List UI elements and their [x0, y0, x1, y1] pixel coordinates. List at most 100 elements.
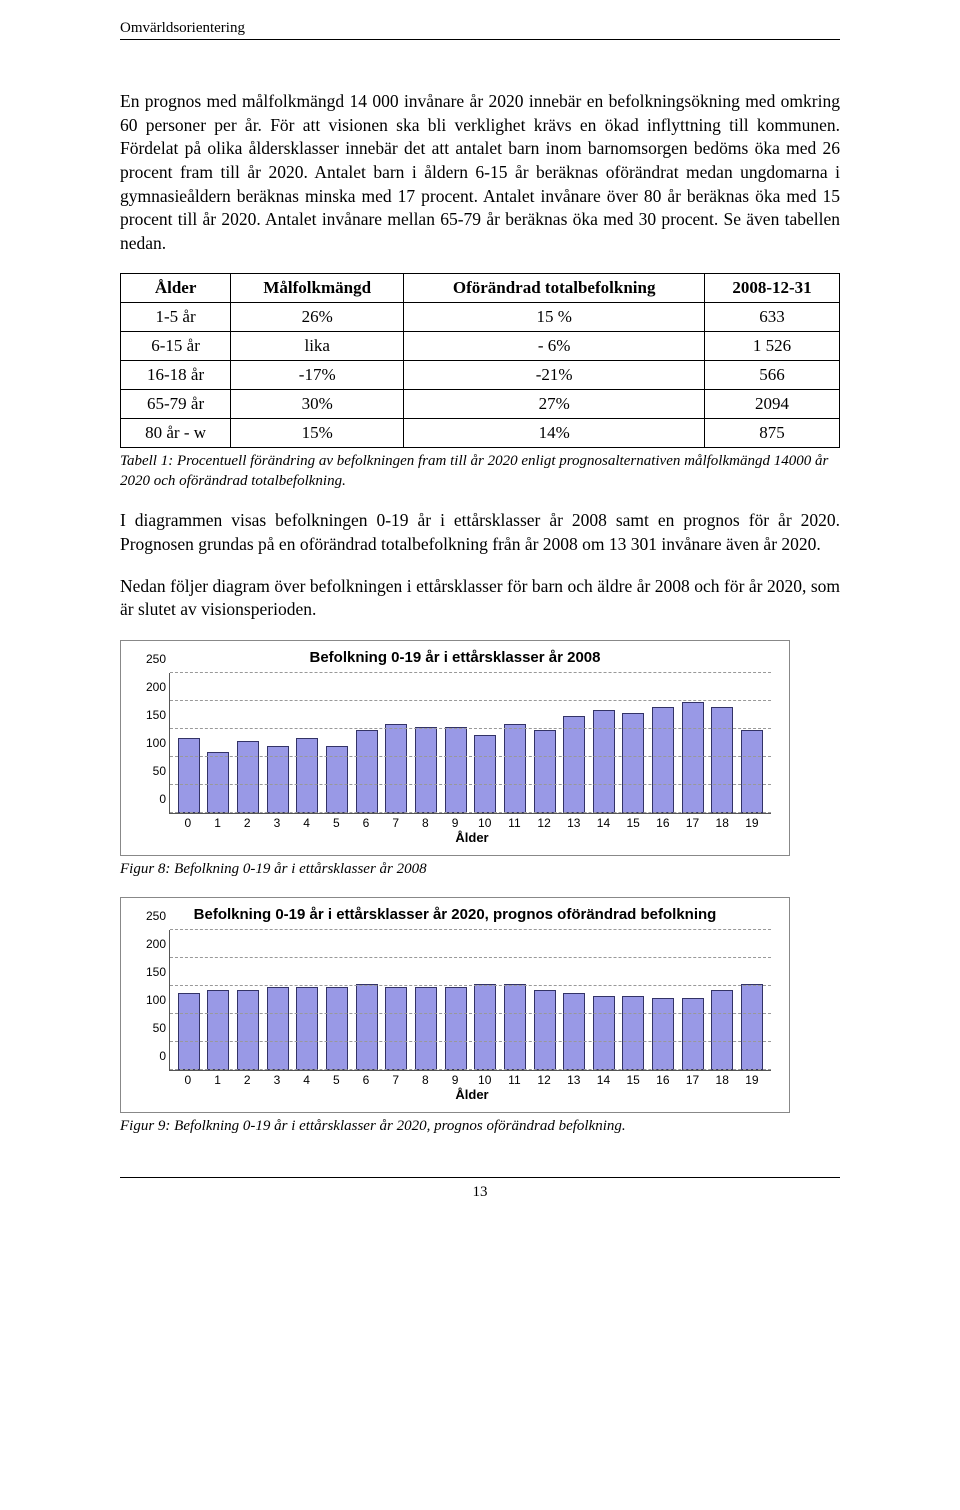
bar [385, 987, 407, 1070]
y-tick-label: 0 [136, 792, 166, 806]
y-tick-label: 200 [136, 937, 166, 951]
table-cell: 26% [231, 303, 404, 332]
bar [741, 984, 763, 1070]
table-cell: 633 [705, 303, 840, 332]
bar [267, 987, 289, 1070]
page-number: 13 [473, 1184, 488, 1200]
gridline [170, 812, 771, 813]
bar [711, 707, 733, 813]
y-tick-label: 200 [136, 680, 166, 694]
bar [711, 990, 733, 1070]
gridline [170, 672, 771, 673]
x-tick-label: 2 [237, 1073, 257, 1087]
x-tick-label: 15 [623, 1073, 643, 1087]
table-cell: lika [231, 332, 404, 361]
bar [504, 724, 526, 813]
age-table: Ålder Målfolkmängd Oförändrad totalbefol… [120, 273, 840, 448]
y-tick-label: 150 [136, 708, 166, 722]
table-cell: 1-5 år [121, 303, 231, 332]
y-tick-label: 250 [136, 652, 166, 666]
bar [504, 984, 526, 1070]
chart-2008: Befolkning 0-19 år i ettårsklasser år 20… [120, 640, 790, 856]
x-tick-label: 5 [326, 1073, 346, 1087]
bar [682, 702, 704, 813]
x-tick-label: 13 [564, 816, 584, 830]
table-row: 16-18 år-17%-21%566 [121, 361, 840, 390]
x-tick-label: 7 [386, 816, 406, 830]
table-cell: 16-18 år [121, 361, 231, 390]
bar [237, 741, 259, 813]
bar [207, 990, 229, 1070]
x-tick-label: 6 [356, 1073, 376, 1087]
x-tick-label: 14 [593, 1073, 613, 1087]
table-cell: -21% [404, 361, 705, 390]
x-tick-label: 2 [237, 816, 257, 830]
bar [356, 730, 378, 813]
gridline [170, 784, 771, 785]
figure-8-caption: Figur 8: Befolkning 0-19 år i ettårsklas… [120, 860, 840, 880]
x-tick-label: 8 [415, 816, 435, 830]
bar [326, 987, 348, 1070]
y-tick-label: 0 [136, 1049, 166, 1063]
chart-2020-xaxis: 012345678910111213141516171819 [169, 1071, 771, 1087]
x-tick-label: 19 [742, 1073, 762, 1087]
x-tick-label: 11 [504, 1073, 524, 1087]
x-tick-label: 10 [475, 1073, 495, 1087]
bar [415, 727, 437, 813]
chart-2020-xlabel: Ålder [169, 1087, 775, 1102]
page-footer: 13 [120, 1177, 840, 1201]
table-cell: 2094 [705, 390, 840, 419]
x-tick-label: 6 [356, 816, 376, 830]
bar [237, 990, 259, 1070]
x-tick-label: 11 [504, 816, 524, 830]
bar [593, 710, 615, 813]
table-cell: 15% [231, 419, 404, 448]
chart-2020: Befolkning 0-19 år i ettårsklasser år 20… [120, 897, 790, 1113]
x-tick-label: 7 [386, 1073, 406, 1087]
x-tick-label: 19 [742, 816, 762, 830]
x-tick-label: 17 [683, 1073, 703, 1087]
bar [296, 987, 318, 1070]
x-tick-label: 17 [683, 816, 703, 830]
x-tick-label: 3 [267, 1073, 287, 1087]
bar [178, 738, 200, 813]
bar [563, 993, 585, 1071]
table-cell: 566 [705, 361, 840, 390]
y-tick-label: 250 [136, 909, 166, 923]
bar [415, 987, 437, 1070]
bar [534, 730, 556, 813]
x-tick-label: 1 [208, 816, 228, 830]
y-tick-label: 100 [136, 993, 166, 1007]
gridline [170, 756, 771, 757]
chart-2020-plot: 050100150200250 [169, 930, 771, 1071]
table-cell: 27% [404, 390, 705, 419]
table-row: 1-5 år26%15 %633 [121, 303, 840, 332]
section-header: Omvärldsorientering [120, 20, 840, 40]
y-tick-label: 50 [136, 764, 166, 778]
chart-2008-xlabel: Ålder [169, 830, 775, 845]
bar [385, 724, 407, 813]
table-cell: 15 % [404, 303, 705, 332]
figure-9-caption: Figur 9: Befolkning 0-19 år i ettårsklas… [120, 1117, 840, 1137]
x-tick-label: 0 [178, 816, 198, 830]
table-cell: - 6% [404, 332, 705, 361]
table-cell: 6-15 år [121, 332, 231, 361]
table-row: 80 år - w15%14%875 [121, 419, 840, 448]
table-row: 6-15 årlika- 6%1 526 [121, 332, 840, 361]
th-oforandrad: Oförändrad totalbefolkning [404, 274, 705, 303]
x-tick-label: 4 [297, 1073, 317, 1087]
bar [474, 984, 496, 1070]
bar [563, 716, 585, 813]
table-cell: 65-79 år [121, 390, 231, 419]
th-malfolk: Målfolkmängd [231, 274, 404, 303]
bar [445, 727, 467, 813]
table-cell: 30% [231, 390, 404, 419]
x-tick-label: 4 [297, 816, 317, 830]
x-tick-label: 8 [415, 1073, 435, 1087]
x-tick-label: 3 [267, 816, 287, 830]
table-cell: 875 [705, 419, 840, 448]
bar [474, 735, 496, 813]
x-tick-label: 0 [178, 1073, 198, 1087]
chart-2008-title: Befolkning 0-19 år i ettårsklasser år 20… [135, 649, 775, 667]
y-tick-label: 100 [136, 736, 166, 750]
